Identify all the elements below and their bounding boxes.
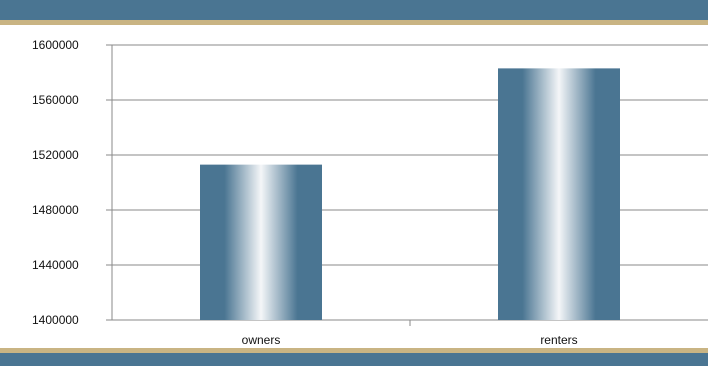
- y-tick-label: 1480000: [32, 203, 79, 217]
- bottom-decorative-band: [0, 353, 708, 366]
- bar-renters: [498, 68, 620, 320]
- y-tick-label: 1440000: [32, 258, 79, 272]
- top-decorative-stripe: [0, 20, 708, 25]
- top-decorative-band: [0, 0, 708, 20]
- y-tick-label: 1400000: [32, 313, 79, 327]
- x-tick-label-renters: renters: [540, 333, 577, 347]
- y-tick-label: 1560000: [32, 93, 79, 107]
- bars: [200, 68, 620, 320]
- y-axis-tick-labels: 1400000 1440000 1480000 1520000 1560000 16000…: [32, 38, 79, 327]
- y-tick-label: 1600000: [32, 38, 79, 52]
- x-tick-label-owners: owners: [242, 333, 281, 347]
- bar-owners: [200, 164, 322, 320]
- bottom-decorative-stripe: [0, 348, 708, 353]
- y-tick-label: 1520000: [32, 148, 79, 162]
- x-axis-tick-labels: owners renters: [242, 333, 578, 347]
